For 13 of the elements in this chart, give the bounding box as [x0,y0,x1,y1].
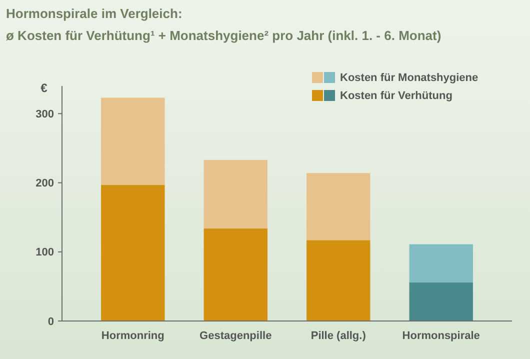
x-tick-label: Hormonspirale [402,330,480,342]
legend-label: Kosten für Verhütung [340,90,452,102]
y-tick-label: 200 [36,178,54,190]
chart-title: Hormonspirale im Vergleich: [6,6,182,21]
x-tick-label: Pille (allg.) [310,330,366,342]
chart-subtitle: ø Kosten für Verhütung¹ + Monatshygiene² pro Jahr (inkl. 1. - 6. Monat) [6,28,442,43]
y-tick-label: 100 [36,246,54,259]
y-tick-label: 0 [48,316,54,328]
legend-label: Kosten für Monatshygiene [340,72,478,84]
y-axis-title: € [40,81,48,95]
y-tick-label: 300 [36,108,54,120]
x-tick-label: Hormonring [101,330,164,342]
x-tick-label: Gestagenpille [200,330,272,342]
